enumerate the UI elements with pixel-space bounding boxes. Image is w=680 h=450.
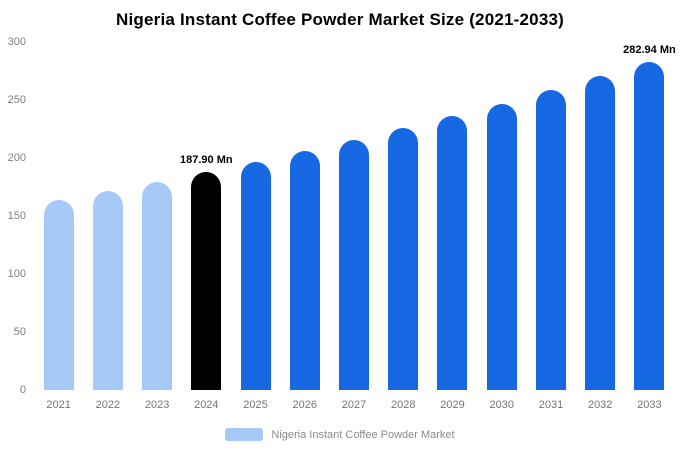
bar-column: 2028	[379, 42, 428, 411]
x-axis-label: 2024	[194, 399, 219, 411]
bar-column: 2027	[329, 42, 378, 411]
bar-column: 2030	[477, 42, 526, 411]
bar-2025	[240, 161, 271, 390]
bar-2022	[92, 191, 123, 390]
y-axis-tick-label: 0	[19, 384, 26, 396]
bar-column: 2024 187.90 Mn	[180, 42, 233, 411]
bar-column: 2032	[576, 42, 625, 411]
bar-column: 2031	[526, 42, 575, 411]
bar-column: 2033 282.94 Mn	[623, 42, 676, 411]
bar-2023	[142, 181, 173, 390]
y-axis: 0 50 100 150 200 250 300	[0, 36, 28, 396]
bar-column: 2023	[132, 42, 181, 411]
bar-column: 2029	[428, 42, 477, 411]
bar-2032	[585, 76, 616, 390]
bar-2021	[43, 199, 74, 390]
x-axis-label: 2028	[391, 399, 416, 411]
bar-2028	[388, 128, 419, 390]
data-label: 187.90 Mn	[180, 154, 233, 166]
legend-label: Nigeria Instant Coffee Powder Market	[271, 428, 455, 441]
bars-container: 2021 2022 2023 2024 187.90 Mn 2025 2026 2027 202…	[34, 42, 676, 411]
y-axis-tick-label: 250	[7, 94, 26, 106]
bar-2031	[535, 90, 566, 390]
x-axis-label: 2029	[440, 399, 465, 411]
legend-swatch	[225, 428, 264, 441]
y-axis-tick-label: 100	[7, 268, 26, 280]
bar-2024	[191, 172, 222, 390]
x-axis-label: 2027	[341, 399, 367, 411]
data-label: 282.94 Mn	[623, 43, 676, 56]
x-axis-label: 2032	[587, 399, 613, 411]
bar-2026	[289, 151, 320, 390]
x-axis-label: 2025	[243, 399, 268, 411]
plot-area: 0 50 100 150 200 250 300 2021 2022 2023 2024 187.9…	[0, 36, 676, 411]
bar-column: 2026	[280, 42, 329, 411]
x-axis-label: 2023	[144, 399, 170, 411]
x-axis-label: 2022	[95, 399, 121, 411]
y-axis-tick-label: 200	[7, 152, 26, 164]
y-axis-tick-label: 300	[7, 36, 26, 48]
x-axis-label: 2030	[489, 399, 514, 411]
bar-column: 2021	[34, 42, 83, 411]
y-axis-tick-label: 150	[7, 210, 26, 222]
legend: Nigeria Instant Coffee Powder Market	[0, 428, 680, 441]
bar-2030	[486, 103, 517, 390]
x-axis-label: 2031	[538, 399, 564, 411]
bar-column: 2025	[231, 42, 280, 411]
bar-2033	[634, 61, 665, 390]
y-axis-tick-label: 50	[13, 326, 26, 338]
x-axis-label: 2021	[46, 399, 71, 411]
x-axis-label: 2026	[292, 399, 318, 411]
bar-2027	[339, 140, 370, 390]
bar-2029	[437, 116, 468, 390]
x-axis-label: 2033	[637, 399, 662, 411]
chart-title: Nigeria Instant Coffee Powder Market Siz…	[115, 10, 565, 29]
bar-column: 2022	[83, 42, 132, 411]
